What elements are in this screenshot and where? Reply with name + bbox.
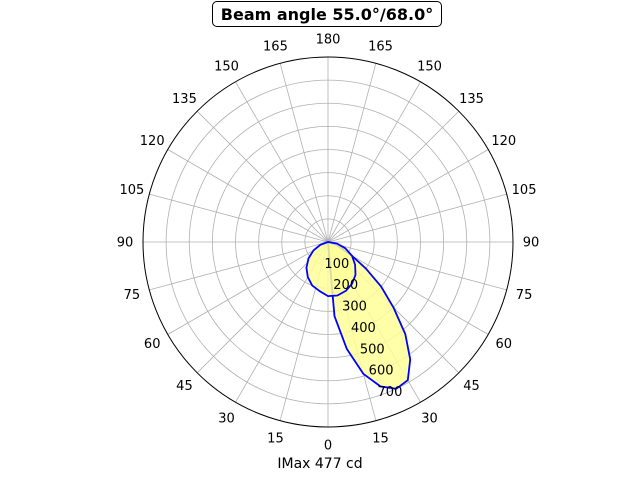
angle-tick-label: 105 — [120, 183, 145, 198]
chart-title: Beam angle 55.0°/68.0° — [212, 1, 442, 27]
polar-frame — [142, 56, 514, 428]
angle-tick-label: 75 — [124, 288, 141, 303]
radial-tick-label: 300 — [342, 300, 367, 315]
series-line — [327, 241, 412, 390]
x-axis-label: IMax 477 cd — [277, 456, 363, 472]
angle-tick-label: 60 — [496, 337, 513, 352]
angle-tick-label: 105 — [512, 183, 537, 198]
angle-tick-label: 150 — [214, 60, 239, 75]
angle-tick-label: 120 — [491, 134, 516, 149]
radial-tick-label: 200 — [333, 278, 358, 293]
angle-tick-label: 90 — [117, 236, 134, 251]
angle-tick-label: 135 — [459, 92, 484, 107]
angle-tick-label: 15 — [372, 432, 389, 447]
angle-tick-label: 45 — [176, 379, 193, 394]
series-fill — [306, 242, 356, 297]
angle-tick-label: 165 — [263, 39, 288, 54]
radial-gridline — [235, 149, 421, 335]
angle-tick-label: 165 — [368, 39, 393, 54]
angle-tick-label: 90 — [523, 236, 540, 251]
angle-tick-label: 0 — [324, 439, 332, 454]
angle-tick-label: 45 — [463, 379, 480, 394]
angle-tick-label: 150 — [417, 60, 442, 75]
radial-tick-label: 100 — [324, 257, 349, 272]
radial-tick-label: 500 — [360, 342, 385, 357]
radial-gridline — [165, 79, 491, 405]
angle-tick-label: 60 — [144, 337, 161, 352]
angle-tick-label: 30 — [421, 411, 438, 426]
radial-tick-label: 700 — [378, 385, 403, 400]
angle-tick-label: 30 — [218, 411, 235, 426]
angle-tick-label: 120 — [140, 134, 165, 149]
angle-tick-label: 75 — [516, 288, 533, 303]
series-line — [305, 241, 357, 298]
radial-gridline — [188, 102, 468, 382]
radial-tick-label: 600 — [369, 364, 394, 379]
angle-tick-label: 135 — [172, 92, 197, 107]
angle-tick-label: 180 — [316, 33, 341, 48]
angle-tick-label: 15 — [267, 432, 284, 447]
radial-gridline — [258, 172, 398, 312]
radial-tick-label: 400 — [351, 321, 376, 336]
radial-gridline — [211, 125, 445, 359]
